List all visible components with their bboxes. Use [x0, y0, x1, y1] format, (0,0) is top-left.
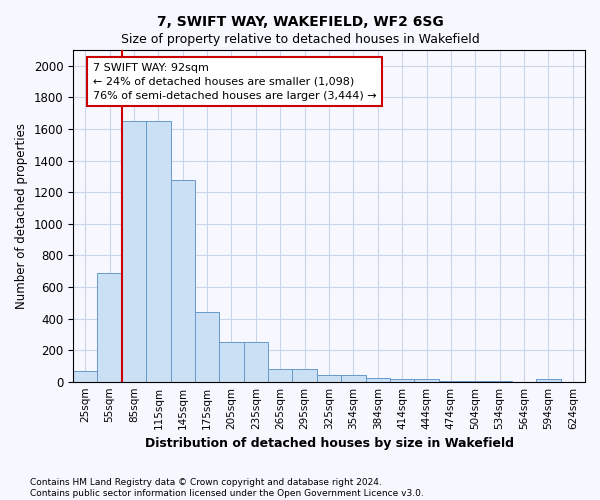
Bar — [146, 121, 170, 382]
Bar — [341, 376, 365, 382]
Text: Contains HM Land Registry data © Crown copyright and database right 2024.
Contai: Contains HM Land Registry data © Crown c… — [30, 478, 424, 498]
Bar — [415, 378, 439, 382]
Bar — [170, 180, 195, 382]
Bar — [463, 381, 487, 382]
Bar — [439, 381, 463, 382]
Bar — [390, 378, 415, 382]
X-axis label: Distribution of detached houses by size in Wakefield: Distribution of detached houses by size … — [145, 437, 514, 450]
Y-axis label: Number of detached properties: Number of detached properties — [15, 123, 28, 309]
Bar — [536, 378, 560, 382]
Text: Size of property relative to detached houses in Wakefield: Size of property relative to detached ho… — [121, 32, 479, 46]
Bar — [97, 272, 122, 382]
Bar — [73, 372, 97, 382]
Bar — [487, 381, 512, 382]
Text: 7, SWIFT WAY, WAKEFIELD, WF2 6SG: 7, SWIFT WAY, WAKEFIELD, WF2 6SG — [157, 15, 443, 29]
Bar — [195, 312, 220, 382]
Bar — [292, 369, 317, 382]
Bar — [317, 374, 341, 382]
Bar — [268, 369, 292, 382]
Bar — [244, 342, 268, 382]
Bar — [220, 342, 244, 382]
Bar — [365, 378, 390, 382]
Text: 7 SWIFT WAY: 92sqm
← 24% of detached houses are smaller (1,098)
76% of semi-deta: 7 SWIFT WAY: 92sqm ← 24% of detached hou… — [92, 62, 376, 100]
Bar — [122, 121, 146, 382]
